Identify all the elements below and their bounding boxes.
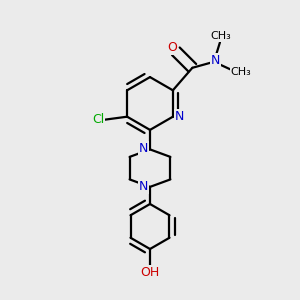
Text: CH₃: CH₃ bbox=[210, 31, 231, 41]
Text: OH: OH bbox=[140, 266, 160, 279]
Text: N: N bbox=[211, 54, 220, 67]
Text: O: O bbox=[167, 41, 177, 54]
Text: Cl: Cl bbox=[92, 113, 104, 126]
Text: CH₃: CH₃ bbox=[231, 67, 251, 77]
Text: N: N bbox=[139, 142, 148, 155]
Text: N: N bbox=[139, 180, 148, 194]
Text: N: N bbox=[175, 110, 184, 123]
